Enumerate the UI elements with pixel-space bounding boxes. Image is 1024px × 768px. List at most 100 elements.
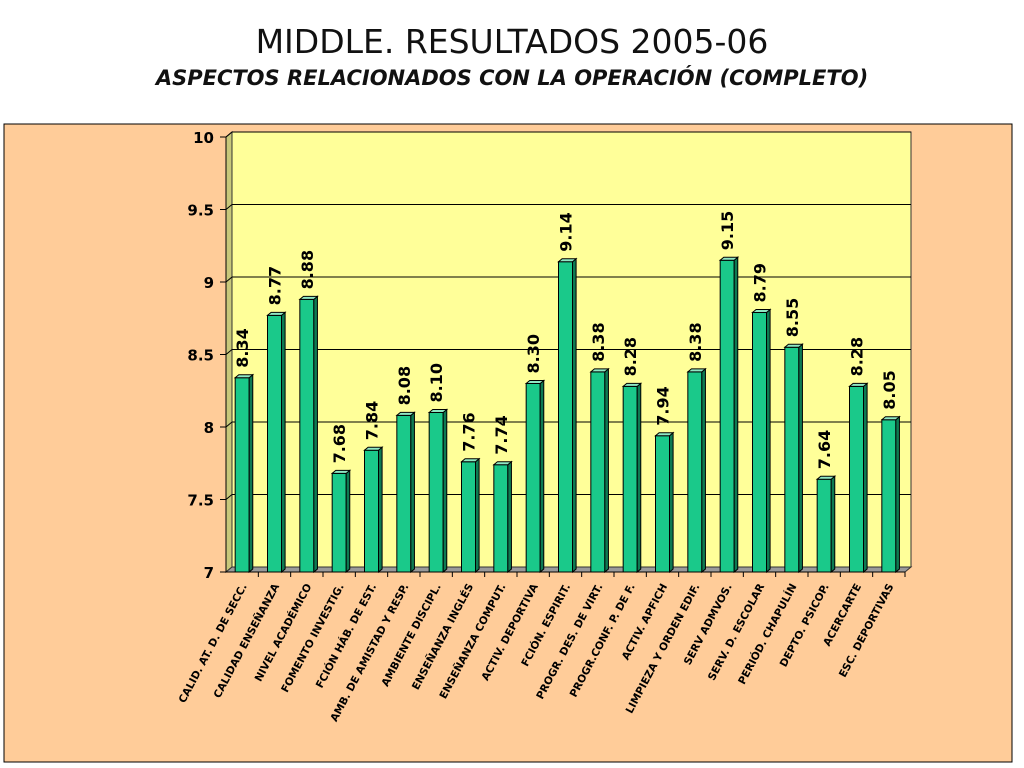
bar-front: [331, 472, 347, 573]
bar-front: [816, 478, 832, 573]
bar-side: [345, 469, 351, 574]
bar: [686, 367, 707, 574]
y-tick-label: 9.5: [187, 202, 214, 220]
bar-front: [558, 261, 573, 573]
bar-side: [830, 475, 836, 574]
bar-front: [234, 377, 250, 573]
bar-side: [895, 415, 900, 574]
bar-front: [622, 385, 638, 573]
bar-top: [524, 380, 546, 384]
bar-side: [863, 382, 868, 574]
bar-top: [298, 295, 319, 300]
bar: [557, 257, 578, 574]
bar-side: [539, 379, 545, 574]
bar-top: [751, 308, 772, 313]
bar: [492, 460, 513, 574]
bar-top: [815, 475, 837, 480]
bar-side: [378, 446, 383, 574]
bar-side: [475, 457, 480, 574]
bar-top: [654, 432, 675, 437]
bar-top: [363, 446, 384, 451]
data-label: 8.77: [266, 266, 285, 305]
bar-front: [784, 346, 800, 573]
bar-top: [460, 458, 481, 463]
data-label: 8.38: [589, 322, 608, 361]
data-label: 8.30: [524, 334, 543, 373]
bar: [654, 431, 675, 574]
bar-front: [881, 419, 897, 573]
bar-front: [687, 371, 703, 573]
data-label: 8.55: [783, 298, 802, 337]
bar-front: [590, 371, 606, 573]
data-label: 8.28: [621, 337, 640, 376]
bar: [266, 311, 287, 574]
bar-top: [427, 409, 449, 413]
bar: [718, 256, 740, 574]
data-label: 8.88: [298, 250, 317, 289]
bar: [848, 382, 869, 574]
bar-front: [752, 311, 767, 573]
bar-front: [719, 259, 735, 573]
gridline-side: [225, 421, 233, 428]
bar: [363, 446, 384, 574]
data-label: 7.68: [330, 424, 349, 463]
bar: [783, 343, 804, 574]
bar-top: [848, 382, 869, 387]
data-label: 8.08: [395, 366, 414, 405]
bar-side: [313, 295, 318, 574]
y-tick-label: 8.5: [187, 347, 214, 365]
bar-top: [783, 343, 804, 348]
y-tick-label: 10: [193, 129, 214, 147]
bar-top: [492, 461, 513, 466]
data-label: 8.79: [751, 263, 770, 302]
bar-side: [733, 256, 739, 574]
bar-side: [766, 308, 771, 574]
data-label: 7.94: [654, 386, 673, 425]
bar-side: [669, 431, 674, 574]
page-subtitle: ASPECTOS RELACIONADOS CON LA OPERACIÓN (…: [155, 66, 869, 90]
bar-side: [248, 373, 254, 574]
bar-front: [461, 461, 476, 573]
bar: [880, 415, 901, 574]
bar-front: [364, 449, 379, 573]
y-tick-label: 7: [204, 564, 214, 582]
y-tick-label: 8: [204, 419, 214, 437]
bar-top: [233, 374, 255, 379]
page-title: MIDDLE. RESULTADOS 2005-06: [255, 22, 769, 61]
data-label: 7.84: [363, 401, 382, 440]
bar-front: [267, 314, 282, 573]
bar: [524, 379, 546, 574]
gridline-side: [225, 276, 233, 283]
data-label: 8.10: [427, 363, 446, 402]
bar-front: [493, 464, 509, 573]
bar-side: [281, 311, 286, 574]
data-label: 7.74: [492, 415, 511, 454]
bar-side: [798, 343, 803, 574]
y-tick-label: 9: [204, 274, 214, 292]
bar-front: [849, 385, 864, 573]
bar-top: [589, 368, 610, 373]
gridline-side: [225, 349, 233, 355]
bar-top: [621, 382, 643, 387]
bar: [395, 411, 416, 574]
gridline-side: [225, 204, 233, 210]
bar-top: [718, 256, 740, 261]
data-label: 7.64: [815, 430, 834, 469]
bar-side: [604, 367, 609, 574]
bar-top: [557, 258, 578, 263]
bar-side: [636, 382, 642, 574]
bar-side: [701, 367, 706, 574]
bar-front: [655, 435, 670, 573]
bar-top: [330, 469, 352, 474]
bar-top: [266, 311, 287, 316]
data-label: 8.05: [880, 370, 899, 409]
bar-front: [299, 298, 315, 573]
gridline-side: [225, 494, 233, 500]
bar: [815, 475, 837, 574]
data-label: 9.15: [718, 211, 737, 250]
data-label: 8.34: [233, 328, 252, 367]
data-label: 9.14: [557, 212, 576, 251]
gridline-side: [225, 131, 233, 138]
bar-side: [572, 257, 577, 574]
